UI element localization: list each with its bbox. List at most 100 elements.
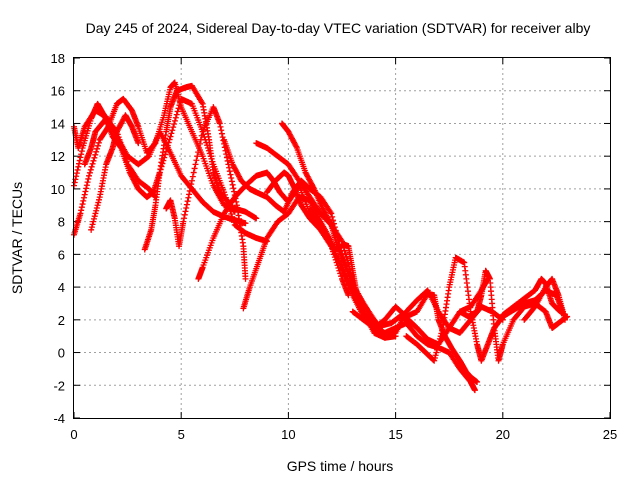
data-point — [73, 170, 80, 177]
data-point — [431, 357, 438, 364]
data-point — [183, 201, 190, 208]
data-point — [392, 333, 399, 340]
data-point — [196, 145, 203, 151]
data-point — [90, 157, 97, 164]
data-point — [437, 333, 444, 340]
data-point — [228, 175, 235, 181]
data-point — [228, 211, 235, 217]
x-tick-label: 25 — [603, 427, 617, 442]
ticks-layer: -4 -2 0 2 4 6 8 10 12 14 16 18 0 5 10 15 20 25 — [51, 51, 618, 442]
data-point — [181, 215, 188, 222]
data-point — [93, 148, 100, 155]
data-point — [94, 145, 101, 152]
data-point — [169, 127, 176, 134]
data-point — [188, 181, 195, 188]
y-tick-label: 10 — [51, 182, 65, 197]
data-point — [117, 139, 124, 146]
data-point — [76, 160, 83, 167]
data-point — [435, 341, 442, 348]
series-arc-15 — [349, 290, 481, 385]
data-point — [217, 123, 224, 130]
data-point — [88, 163, 95, 170]
data-point — [182, 208, 189, 215]
data-point — [76, 157, 83, 164]
x-tick-label: 0 — [70, 427, 77, 442]
data-point — [195, 149, 202, 156]
data-point — [345, 260, 352, 267]
data-point — [165, 139, 172, 146]
data-point — [197, 136, 204, 143]
data-point — [229, 181, 236, 188]
data-point — [432, 352, 439, 359]
data-point — [92, 151, 99, 158]
data-point — [118, 142, 125, 149]
data-point — [87, 166, 94, 173]
series-arc-13 — [278, 120, 384, 333]
x-tick-label: 20 — [496, 427, 510, 442]
data-point — [193, 157, 200, 164]
data-point — [95, 139, 102, 146]
y-tick-label: -4 — [53, 411, 65, 426]
data-point — [194, 153, 201, 160]
data-point — [79, 201, 86, 208]
series-arc-14 — [306, 205, 361, 299]
data-point — [253, 215, 260, 222]
data-point — [329, 213, 336, 220]
data-point — [86, 172, 93, 179]
data-point — [167, 133, 174, 140]
data-point — [218, 130, 225, 137]
data-point — [354, 292, 361, 299]
data-point — [78, 151, 85, 158]
data-point — [80, 197, 87, 204]
series-arc-17 — [456, 267, 571, 364]
x-axis-label: GPS time / hours — [287, 458, 394, 474]
data-point — [73, 173, 80, 180]
data-point — [90, 218, 97, 225]
data-point — [174, 108, 181, 115]
data-point — [230, 185, 237, 192]
data-point — [71, 179, 78, 186]
data-point — [191, 165, 198, 172]
data-point — [92, 210, 99, 217]
plot-frame — [73, 57, 611, 419]
y-tick-label: 12 — [51, 149, 65, 164]
data-point — [230, 219, 237, 226]
data-point — [436, 338, 443, 345]
data-point — [176, 102, 183, 109]
data-point — [185, 194, 192, 201]
data-point — [86, 169, 93, 176]
data-point — [74, 166, 81, 173]
y-tick-label: 8 — [58, 215, 65, 230]
data-point — [434, 346, 441, 353]
data-point — [78, 204, 85, 211]
series-arc-7 — [163, 104, 249, 282]
data-point — [166, 136, 173, 143]
data-point — [233, 198, 240, 205]
data-point — [561, 316, 568, 323]
series-arc-19 — [521, 275, 568, 323]
data-point — [180, 218, 187, 225]
data-point — [189, 173, 196, 180]
data-point — [190, 169, 197, 176]
data-point — [242, 275, 249, 282]
data-point — [173, 111, 180, 118]
data-point — [192, 161, 199, 168]
data-point — [186, 187, 193, 194]
data-point — [433, 349, 440, 356]
data-point — [431, 355, 438, 361]
data-point — [119, 145, 126, 151]
data-point — [175, 105, 182, 112]
data-point — [229, 213, 236, 220]
data-point — [184, 198, 191, 205]
data-point — [95, 199, 102, 206]
data-point — [224, 157, 231, 164]
data-point — [439, 327, 446, 334]
data-point — [436, 335, 443, 342]
data-point — [186, 191, 193, 198]
data-point — [171, 121, 178, 127]
data-point — [121, 150, 128, 157]
data-point — [91, 154, 98, 161]
data-point — [230, 216, 237, 223]
data-point — [91, 215, 98, 222]
data-point — [121, 153, 128, 160]
